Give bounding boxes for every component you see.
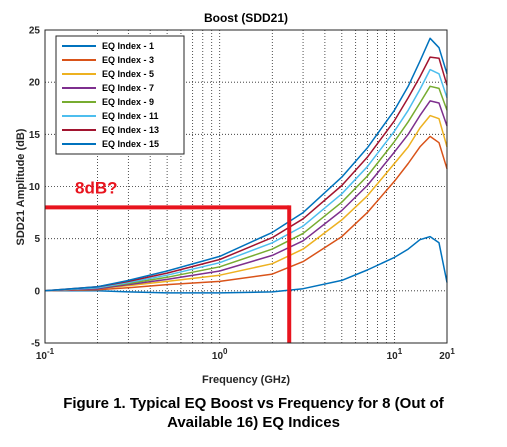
series-line [44, 100, 448, 292]
series-lines [44, 37, 448, 294]
legend-entry: EQ Index - 1 [102, 41, 154, 51]
legend-entry: EQ Index - 15 [102, 139, 159, 149]
series-line [44, 114, 448, 292]
y-tick-label: 20 [29, 78, 41, 89]
series-line [44, 56, 448, 292]
plot-frame [44, 29, 448, 344]
legend-entry: EQ Index - 9 [102, 97, 154, 107]
annotation: 8dB? [45, 178, 292, 343]
figure-caption-line-2: Available 16) EQ Indices [167, 414, 340, 431]
x-tick-label: 10-1 [36, 347, 55, 362]
y-tick-label: 15 [29, 130, 41, 141]
legend-box [55, 35, 185, 155]
legend-entry: EQ Index - 5 [102, 69, 154, 79]
annotation-label: 8dB? [75, 178, 118, 197]
legend: EQ Index - 1 EQ Index - 3 EQ Index - 5 EQ I… [55, 35, 185, 155]
y-tick-label: 0 [34, 286, 40, 297]
y-tick-label: 5 [34, 234, 40, 245]
boost-chart: 8dB? -5 0 5 10 15 20 25 10-1 100 101 201 EQ Index … [15, 11, 455, 386]
y-axis-label: SDD21 Amplitude (dB) [15, 128, 27, 245]
legend-entry: EQ Index - 13 [102, 125, 159, 135]
legend-entry: EQ Index - 7 [102, 83, 154, 93]
legend-entry: EQ Index - 3 [102, 55, 154, 65]
x-axis-label: Frequency (GHz) [202, 374, 290, 386]
x-tick-label: 100 [212, 347, 228, 362]
series-line [45, 235, 448, 294]
legend-entry: EQ Index - 11 [102, 111, 159, 121]
y-tick-label: 10 [29, 182, 41, 193]
y-tick-label: 25 [29, 26, 41, 37]
axis-ticks: -5 0 5 10 15 20 25 10-1 100 101 201 [29, 26, 455, 363]
series-line [44, 68, 448, 292]
y-tick-label: -5 [31, 339, 40, 350]
x-tick-label: 201 [439, 347, 455, 362]
x-tick-label: 101 [387, 347, 403, 362]
series-line [44, 135, 448, 292]
chart-title: Boost (SDD21) [204, 11, 288, 25]
series-line [44, 37, 448, 292]
series-line [44, 85, 448, 292]
figure-caption-line-1: Figure 1. Typical EQ Boost vs Frequency … [63, 395, 444, 412]
